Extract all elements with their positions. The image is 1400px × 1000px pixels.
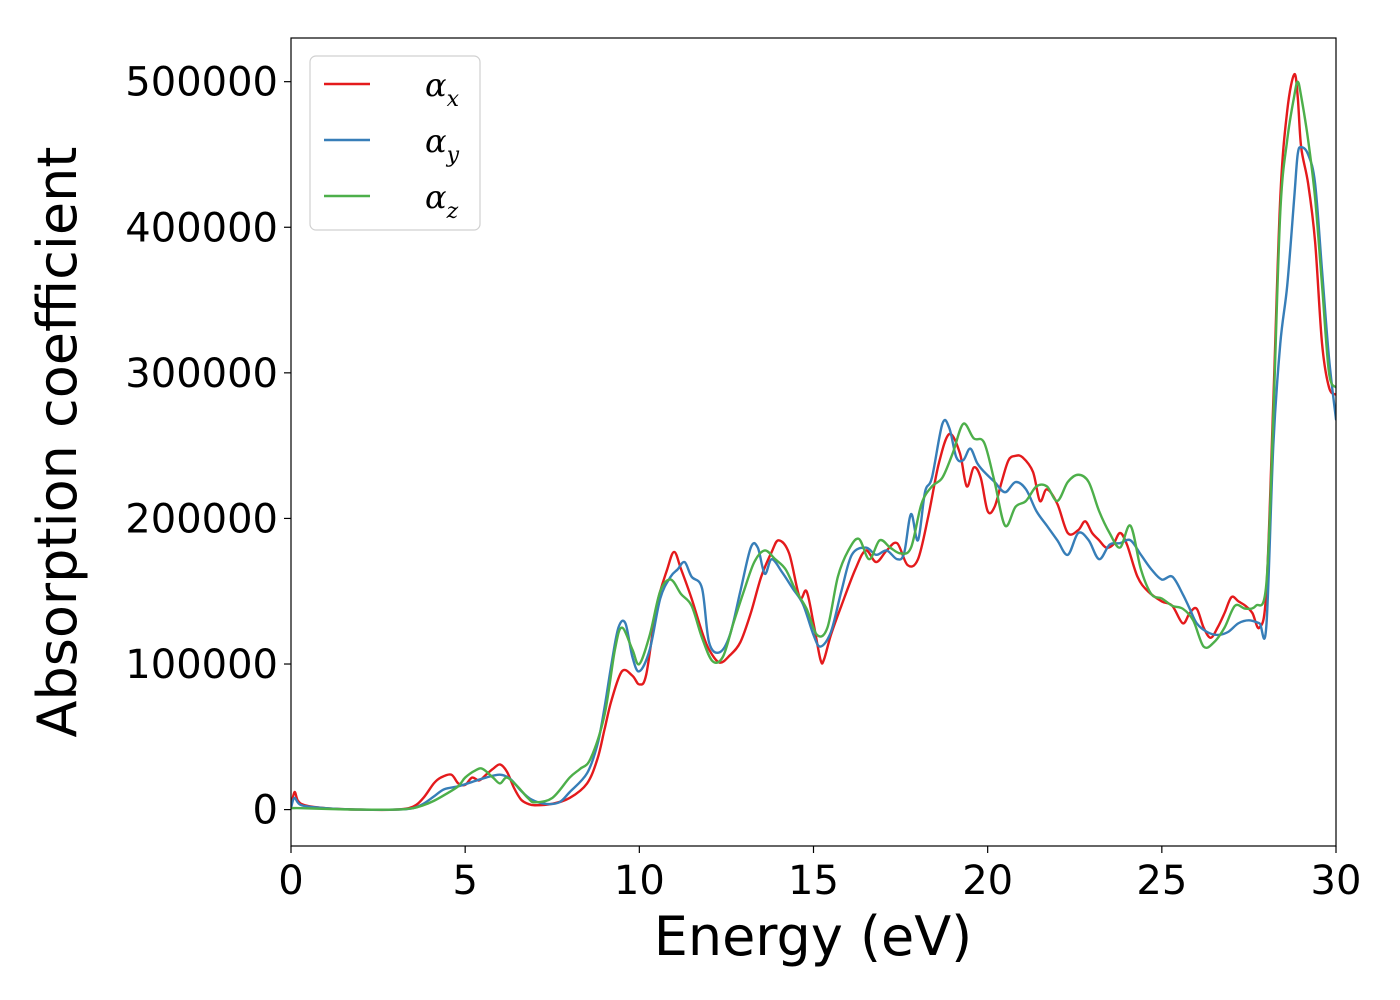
x-tick-label: 5	[452, 858, 477, 904]
x-tick-label: 25	[1136, 858, 1187, 904]
x-tick-label: 0	[278, 858, 303, 904]
y-axis-title: Absorption coefficient	[26, 147, 89, 738]
series-line-z	[291, 80, 1336, 811]
legend-box	[309, 55, 481, 231]
y-tick-label: 100000	[125, 642, 278, 688]
y-tick-label: 0	[253, 788, 278, 834]
series-line-y	[291, 145, 1336, 811]
y-tick-label: 200000	[125, 496, 278, 542]
y-tick-label: 300000	[125, 351, 278, 397]
x-axis-title: Energy (eV)	[654, 905, 973, 968]
y-tick-label: 400000	[125, 205, 278, 251]
x-tick-label: 30	[1311, 858, 1362, 904]
series-layer	[291, 72, 1336, 812]
x-tick-label: 20	[962, 858, 1013, 904]
x-tick-label: 15	[788, 858, 839, 904]
y-axis: 0 100000 200000 300000 400000 500000	[125, 60, 291, 834]
x-axis: 0 5 10 15 20 25 30	[278, 846, 1361, 904]
y-tick-label: 500000	[125, 60, 278, 106]
x-tick-label: 10	[614, 858, 665, 904]
